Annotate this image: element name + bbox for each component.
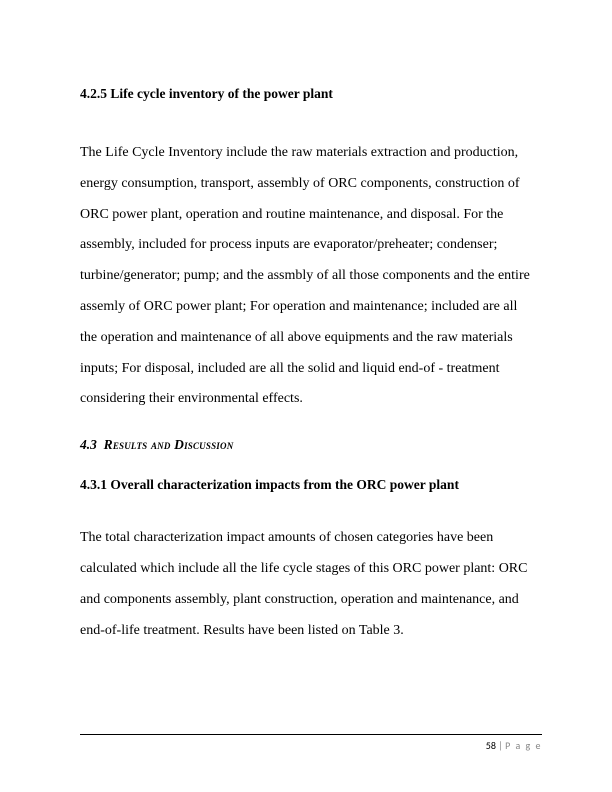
section-heading-4-3: 4.3 Results and Discussion (80, 437, 532, 453)
body-paragraph-1: The Life Cycle Inventory include the raw… (80, 138, 532, 415)
page-number: 58 (486, 739, 496, 752)
footer-divider (80, 734, 542, 735)
page-number-area: 58 | P a g e (80, 739, 542, 752)
section-heading-4-2-5: 4.2.5 Life cycle inventory of the power … (80, 86, 532, 102)
page-label: P a g e (505, 739, 542, 752)
section-number-4-3: 4.3 (80, 437, 97, 452)
section-heading-4-3-1: 4.3.1 Overall characterization impacts f… (80, 477, 532, 493)
page-footer: 58 | P a g e (80, 734, 542, 752)
section-title-4-3: Results and Discussion (104, 437, 234, 452)
body-paragraph-2: The total characterization impact amount… (80, 523, 532, 646)
